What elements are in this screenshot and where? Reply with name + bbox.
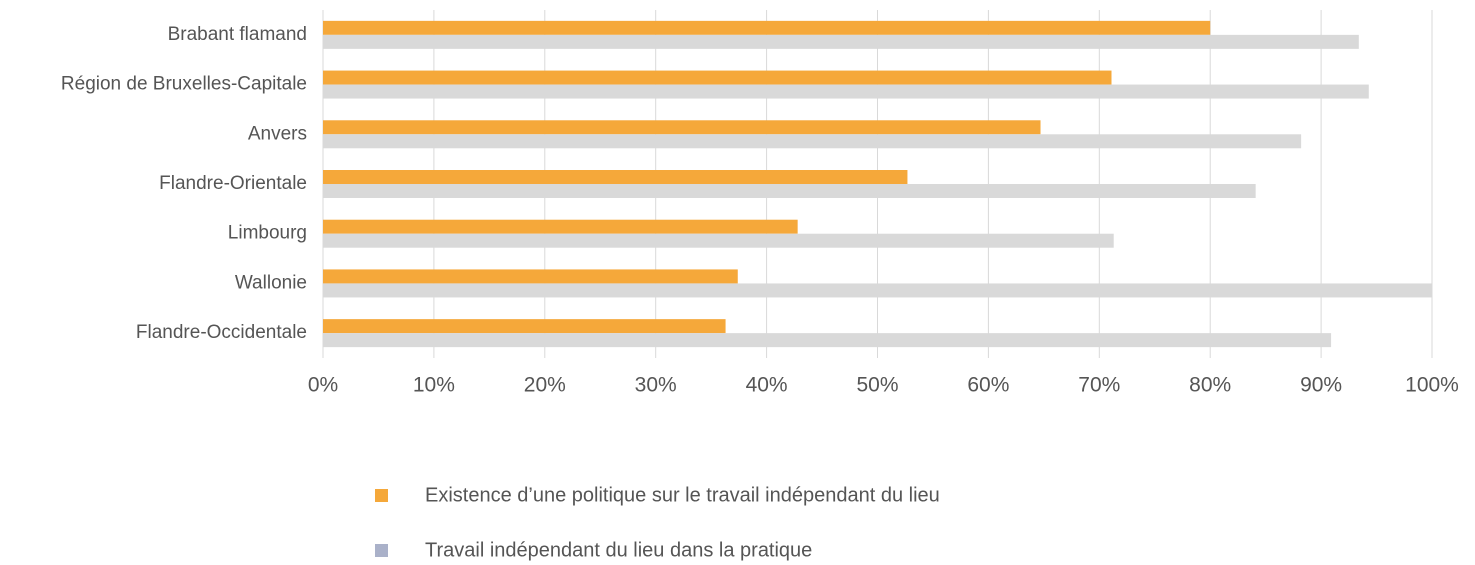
bar <box>323 120 1041 135</box>
x-tick-label: 10% <box>413 374 455 397</box>
x-tick-label: 50% <box>856 374 898 397</box>
bar <box>323 184 1256 198</box>
x-tick-label: 70% <box>1078 374 1120 397</box>
bar <box>323 333 1332 348</box>
x-tick-label: 40% <box>746 374 788 397</box>
x-tick-label: 20% <box>524 374 566 397</box>
bar <box>323 84 1369 99</box>
bar <box>323 319 726 334</box>
x-tick-label: 60% <box>967 374 1009 397</box>
x-tick-label: 90% <box>1300 374 1342 397</box>
y-tick-label: Flandre-Orientale <box>159 173 307 194</box>
y-tick-label: Région de Bruxelles-Capitale <box>61 74 307 95</box>
y-tick-label: Limbourg <box>228 223 307 244</box>
bar <box>323 283 1432 298</box>
bar <box>323 219 798 234</box>
bar <box>323 20 1211 35</box>
bar <box>323 70 1112 85</box>
legend-label: Existence d’une politique sur le travail… <box>425 484 940 506</box>
y-tick-label: Flandre-Occidentale <box>136 322 307 343</box>
x-tick-label: 30% <box>635 374 677 397</box>
x-tick-label: 80% <box>1189 374 1231 397</box>
x-tick-label: 100% <box>1405 374 1459 397</box>
y-tick-label: Anvers <box>248 123 307 144</box>
y-tick-label: Wallonie <box>235 272 307 293</box>
bar <box>323 233 1114 248</box>
bar <box>323 34 1359 49</box>
y-tick-label: Brabant flamand <box>168 24 307 45</box>
bar <box>323 269 738 284</box>
legend-marker <box>375 544 388 557</box>
bar <box>323 134 1302 149</box>
legend-marker <box>375 489 388 502</box>
legend-label: Travail indépendant du lieu dans la prat… <box>425 539 812 561</box>
bar <box>323 170 908 184</box>
x-tick-label: 0% <box>308 374 338 397</box>
